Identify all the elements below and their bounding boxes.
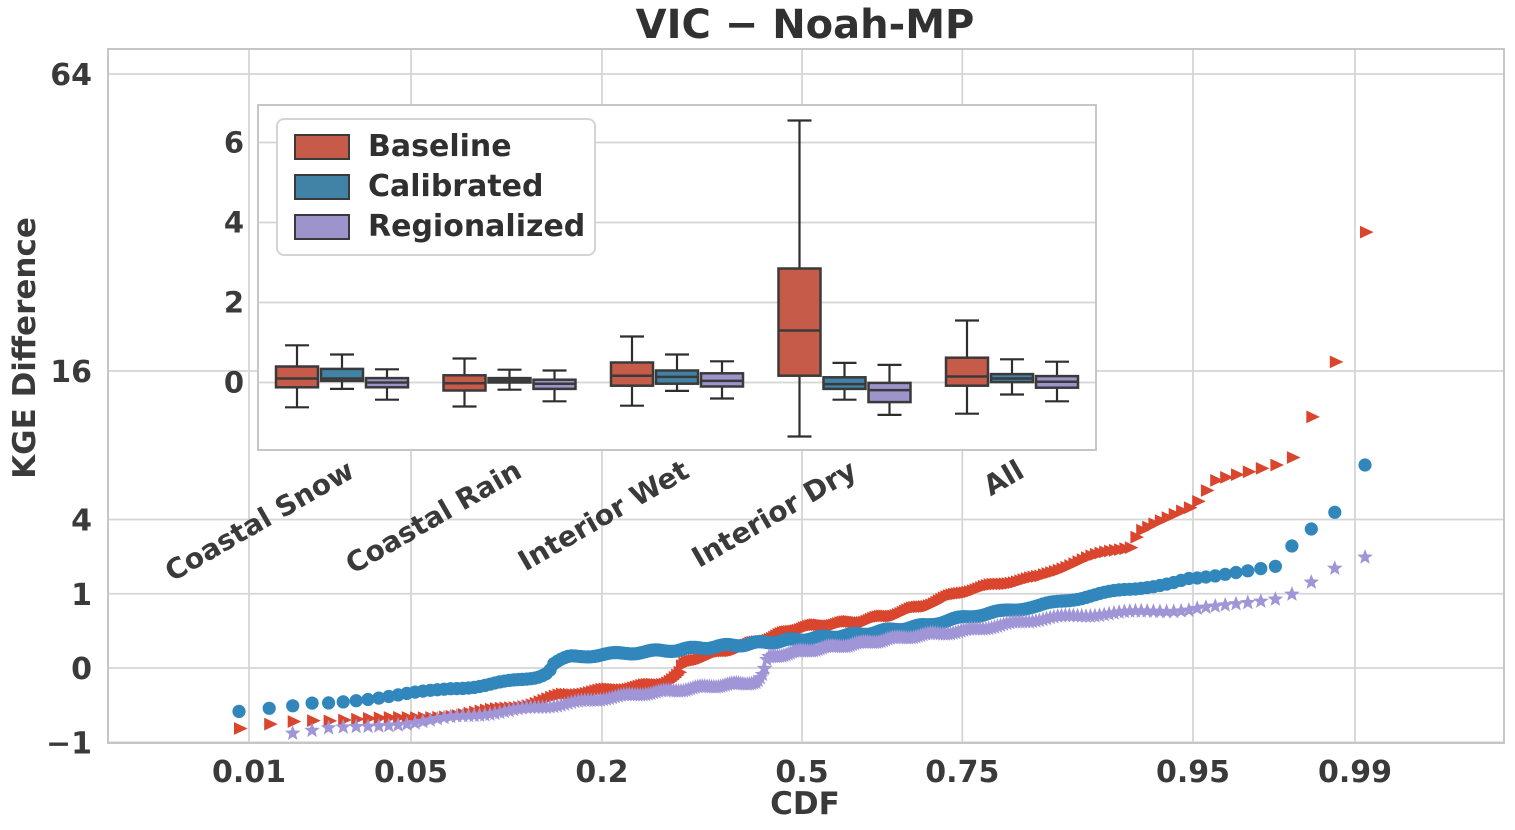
inset-category-label: Coastal Rain	[340, 453, 527, 580]
chart-title: VIC − Noah-MP	[635, 2, 975, 48]
box-interior-wet-regionalized	[699, 360, 745, 400]
series-regionalized-markers	[284, 549, 1373, 740]
inset-border	[257, 104, 1097, 451]
box-coastal-snow-baseline	[274, 344, 320, 409]
inset-y-tick-label: 2	[224, 286, 244, 320]
y-tick-label: 1	[71, 578, 92, 613]
legend-item-baseline: Baseline	[294, 131, 578, 163]
inset-y-tick-label: 4	[224, 206, 244, 240]
inset-y-tick-label: 0	[224, 366, 244, 400]
box-interior-dry-regionalized	[867, 363, 912, 416]
inset-y-tick-label: 6	[224, 126, 244, 160]
series-calibrated-markers	[232, 458, 1372, 719]
x-tick-label: 0.05	[374, 755, 448, 790]
box-coastal-rain-calibrated	[487, 368, 532, 391]
y-axis-label: KGE Difference	[7, 217, 43, 479]
x-tick-label: 0.01	[212, 755, 286, 790]
y-tick-label: 0	[71, 652, 92, 687]
inset-category-label: All	[978, 453, 1030, 502]
box-interior-wet-calibrated	[654, 353, 700, 392]
y-tick-label: 16	[50, 355, 92, 390]
x-axis-label: CDF	[770, 786, 840, 822]
main-plot-border	[107, 48, 1505, 744]
inset-category-label: Interior Wet	[512, 453, 694, 577]
legend-item-calibrated: Calibrated	[294, 171, 578, 203]
legend: Baseline Calibrated Regionalized	[276, 118, 596, 256]
y-tick-label: −1	[46, 726, 92, 761]
box-interior-dry-baseline	[777, 119, 822, 438]
x-tick-label: 0.2	[575, 755, 628, 790]
box-coastal-rain-regionalized	[532, 369, 577, 403]
y-tick-label: 64	[50, 58, 92, 93]
x-tick-label: 0.99	[1318, 755, 1392, 790]
legend-swatch-regionalized	[294, 214, 350, 240]
box-interior-wet-baseline	[609, 335, 655, 407]
y-tick-label: 4	[71, 504, 92, 539]
legend-swatch-calibrated	[294, 174, 350, 200]
legend-swatch-baseline	[294, 134, 350, 160]
box-all-calibrated	[989, 358, 1035, 396]
box-all-baseline	[944, 319, 990, 415]
x-tick-label: 0.75	[925, 755, 999, 790]
box-coastal-snow-calibrated	[319, 353, 365, 390]
box-all-regionalized	[1034, 360, 1080, 403]
box-interior-dry-calibrated	[822, 361, 867, 401]
legend-item-regionalized: Regionalized	[294, 211, 585, 243]
inset-category-label: Interior Dry	[686, 453, 862, 574]
legend-label-regionalized: Regionalized	[368, 209, 586, 244]
inset-category-label: Coastal Snow	[159, 453, 359, 588]
x-tick-label: 0.95	[1156, 755, 1230, 790]
legend-label-baseline: Baseline	[368, 129, 512, 164]
legend-label-calibrated: Calibrated	[368, 169, 544, 204]
box-coastal-rain-baseline	[442, 357, 487, 408]
x-tick-label: 0.5	[775, 755, 828, 790]
box-coastal-snow-regionalized	[364, 368, 410, 401]
